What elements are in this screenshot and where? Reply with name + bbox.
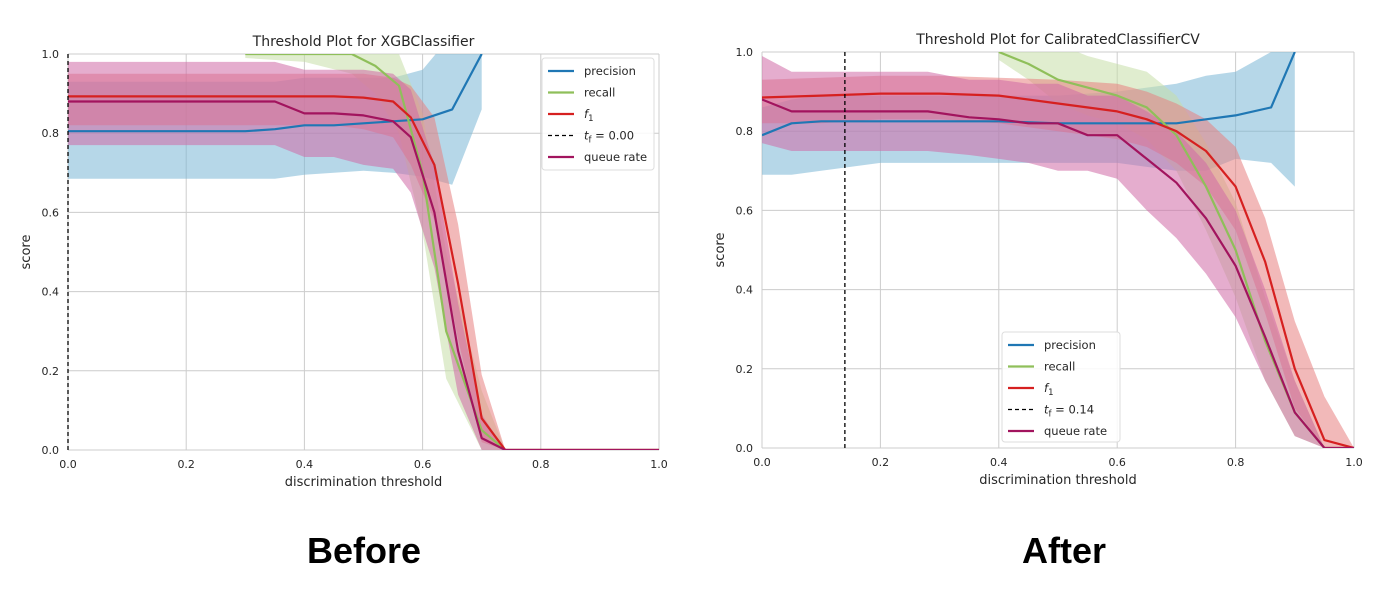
- y-tick-label: 0.8: [736, 125, 754, 138]
- y-tick-label: 0.4: [42, 286, 60, 299]
- x-tick-label: 0.8: [532, 458, 550, 471]
- precision-line: [68, 54, 483, 133]
- legend-label-queue: queue rate: [584, 150, 647, 164]
- legend: precision recall f1 tf = 0.14 queue rate: [1001, 331, 1121, 443]
- legend: precision recall f1 tf = 0.00 queue rate: [541, 57, 655, 171]
- caption-before: Before: [306, 530, 422, 571]
- legend-label-precision: precision: [584, 64, 636, 78]
- caption-after: After: [1021, 530, 1106, 571]
- y-tick-label: 0.0: [42, 444, 60, 457]
- legend-box: [541, 57, 655, 171]
- f1-line: [762, 92, 1354, 448]
- x-tick-label: 0.2: [872, 456, 890, 469]
- legend-label-threshold: tf = 0.14: [1044, 403, 1094, 420]
- x-tick-label: 0.2: [177, 458, 195, 471]
- y-tick-label: 0.6: [42, 206, 60, 219]
- y-axis-label: score: [19, 235, 34, 270]
- y-tick-label: 0.8: [42, 127, 60, 140]
- chart-title: Threshold Plot for XGBClassifier: [252, 34, 475, 50]
- y-tick-label: 0.0: [736, 442, 754, 455]
- y-tick-label: 1.0: [42, 48, 60, 61]
- x-tick-label: 0.6: [1108, 456, 1126, 469]
- y-tick-label: 0.6: [736, 204, 754, 217]
- x-tick-label: 1.0: [650, 458, 668, 471]
- y-axis-label: score: [713, 233, 728, 268]
- legend-label-queue: queue rate: [1044, 424, 1107, 438]
- recall-band: [245, 54, 659, 450]
- chart-title: Threshold Plot for CalibratedClassifierC…: [915, 32, 1200, 48]
- queue-line: [762, 98, 1354, 448]
- legend-box: [1001, 331, 1121, 443]
- legend-label-f1: f1: [1044, 381, 1053, 398]
- x-tick-label: 0.4: [296, 458, 314, 471]
- recall-line: [245, 54, 659, 450]
- chart-before: 0.0 0.2 0.4 0.6 0.8 1.0 0.0 0.2 0.4 0.6 0.8 1.0 Thre…: [19, 34, 668, 490]
- legend-label-recall: recall: [1044, 360, 1075, 374]
- y-tick-label: 1.0: [736, 46, 754, 59]
- y-tick-label: 0.4: [736, 284, 754, 297]
- chart-after: 0.0 0.2 0.4 0.6 0.8 1.0 0.0 0.2 0.4 0.6 0.8 1.0 Thre…: [713, 32, 1363, 488]
- legend-label-f1: f1: [584, 107, 593, 124]
- legend-label-threshold: tf = 0.00: [584, 129, 634, 146]
- legend-label-precision: precision: [1044, 338, 1096, 352]
- x-tick-label: 0.6: [414, 458, 432, 471]
- x-tick-label: 1.0: [1345, 456, 1363, 469]
- x-tick-label: 0.8: [1227, 456, 1245, 469]
- x-tick-label: 0.0: [753, 456, 771, 469]
- y-tick-label: 0.2: [42, 365, 60, 378]
- f1-line: [68, 95, 659, 450]
- legend-label-recall: recall: [584, 86, 615, 100]
- y-tick-label: 0.2: [736, 363, 754, 376]
- x-tick-label: 0.4: [990, 456, 1008, 469]
- x-axis-label: discrimination threshold: [979, 473, 1136, 488]
- queue-line: [68, 100, 659, 450]
- x-tick-label: 0.0: [59, 458, 77, 471]
- x-axis-label: discrimination threshold: [285, 475, 442, 490]
